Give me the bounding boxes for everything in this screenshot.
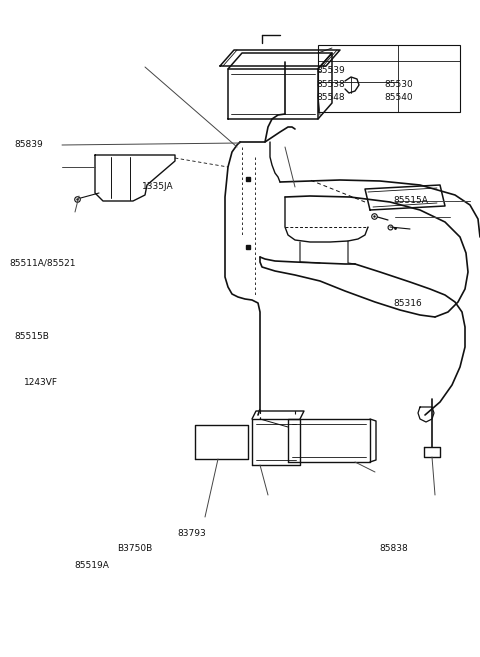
Text: 85538: 85538 <box>317 79 346 89</box>
Text: 85548: 85548 <box>317 93 346 102</box>
Text: 85519A: 85519A <box>74 560 109 570</box>
Text: 1335JA: 1335JA <box>142 182 173 191</box>
Text: 85511A/85521: 85511A/85521 <box>10 258 76 267</box>
Text: 83793: 83793 <box>178 529 206 538</box>
Text: 85530: 85530 <box>384 79 413 89</box>
Text: B3750B: B3750B <box>118 544 153 553</box>
Text: 85316: 85316 <box>394 299 422 308</box>
Text: 85839: 85839 <box>14 140 43 149</box>
Text: 1243VF: 1243VF <box>24 378 58 387</box>
Text: 85539: 85539 <box>317 66 346 75</box>
Text: 85515B: 85515B <box>14 332 49 341</box>
Bar <box>318 45 460 112</box>
Text: 85515A: 85515A <box>394 196 429 205</box>
Text: 85540: 85540 <box>384 93 413 102</box>
Text: 85838: 85838 <box>379 544 408 553</box>
